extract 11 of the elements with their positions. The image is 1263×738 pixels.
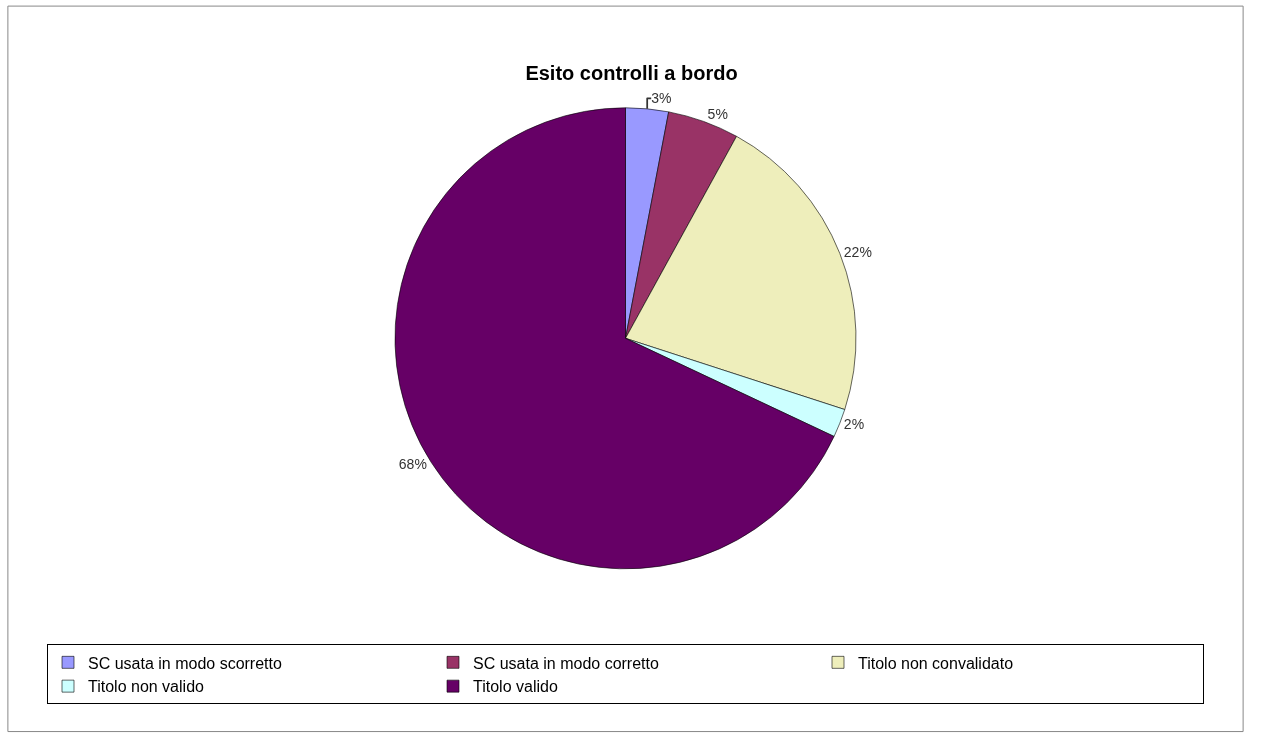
chart-title: Esito controlli a bordo: [525, 62, 738, 85]
legend-label: SC usata in modo scorretto: [88, 654, 282, 672]
legend-label: SC usata in modo corretto: [473, 654, 659, 672]
legend-label: Titolo non convalidato: [858, 654, 1014, 672]
data-label: 5%: [707, 106, 728, 123]
legend-label: Titolo valido: [473, 678, 558, 696]
data-label: 68%: [398, 456, 427, 473]
legend-label: Titolo non valido: [88, 678, 205, 696]
data-label: 22%: [843, 244, 872, 261]
data-label: 2%: [843, 416, 865, 433]
data-label: 3%: [651, 90, 672, 107]
